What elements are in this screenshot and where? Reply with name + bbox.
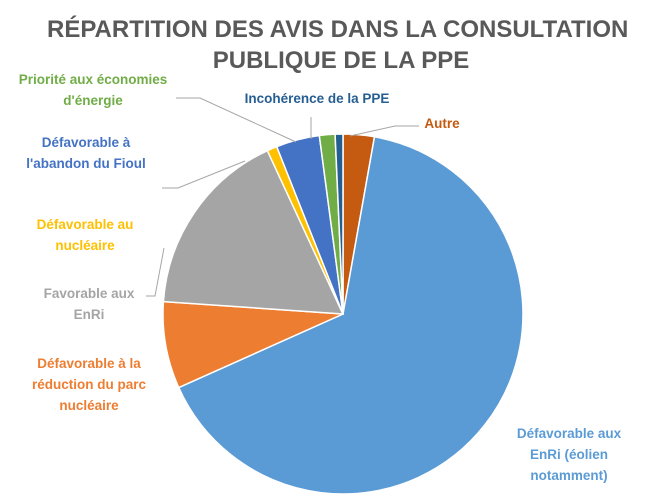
- slice-label-2-line-1: Défavorable aux: [517, 426, 622, 441]
- slice-label-3-line-3: nucléaire: [59, 398, 119, 413]
- slice-label-3-line-2: réduction du parc: [32, 377, 147, 392]
- leader-line-1: [349, 125, 419, 137]
- chart-title: RÉPARTITION DES AVIS DANS LA CONSULTATIO…: [47, 15, 635, 74]
- slice-labels: Autre Défavorable aux EnRi (éolien notammen…: [19, 72, 622, 483]
- leader-lines: [146, 97, 419, 297]
- chart-title-line-2: PUBLIQUE DE LA PPE: [213, 47, 469, 74]
- slice-label-7-line-1: Priorité aux économies: [19, 72, 168, 87]
- chart-title-line-1: RÉPARTITION DES AVIS DANS LA CONSULTATIO…: [47, 15, 628, 43]
- slice-label-8: Incohérence de la PPE: [245, 91, 390, 106]
- slice-label-6-line-2: l'abandon du Fioul: [26, 156, 145, 171]
- slice-label-6: Défavorable à l'abandon du Fioul: [26, 135, 145, 171]
- slice-label-1-line-1: Autre: [424, 116, 460, 131]
- slice-label-4: Favorable aux EnRi: [44, 286, 135, 322]
- slice-label-5-line-2: nucléaire: [55, 238, 115, 253]
- pie-slice-8: [334, 133, 344, 315]
- slice-label-6-line-1: Défavorable à: [42, 135, 131, 150]
- leader-line-4: [146, 247, 165, 297]
- slice-label-5: Défavorable au nucléaire: [37, 217, 134, 253]
- slice-label-2-line-2: EnRi (éolien: [530, 447, 608, 462]
- slice-label-2: Défavorable aux EnRi (éolien notamment): [517, 426, 622, 483]
- pie-slice-2: [177, 135, 524, 495]
- pie-slices: [162, 133, 524, 495]
- leader-line-6: [162, 160, 246, 189]
- pie-slice-4: [162, 149, 345, 315]
- slice-label-7-line-2: d'énergie: [63, 93, 123, 108]
- slice-label-8-line-1: Incohérence de la PPE: [245, 91, 390, 106]
- slice-label-4-line-2: EnRi: [74, 307, 105, 322]
- slice-label-2-line-3: notamment): [530, 468, 607, 483]
- slice-label-3: Défavorable à la réduction du parc nucléai…: [32, 356, 147, 413]
- slice-label-1: Autre: [424, 116, 460, 131]
- slice-label-7: Priorité aux économies d'énergie: [19, 72, 168, 108]
- slice-label-3-line-1: Défavorable à la: [37, 356, 141, 371]
- leader-line-7: [176, 97, 297, 143]
- slice-label-5-line-1: Défavorable au: [37, 217, 134, 232]
- slice-label-4-line-1: Favorable aux: [44, 286, 135, 301]
